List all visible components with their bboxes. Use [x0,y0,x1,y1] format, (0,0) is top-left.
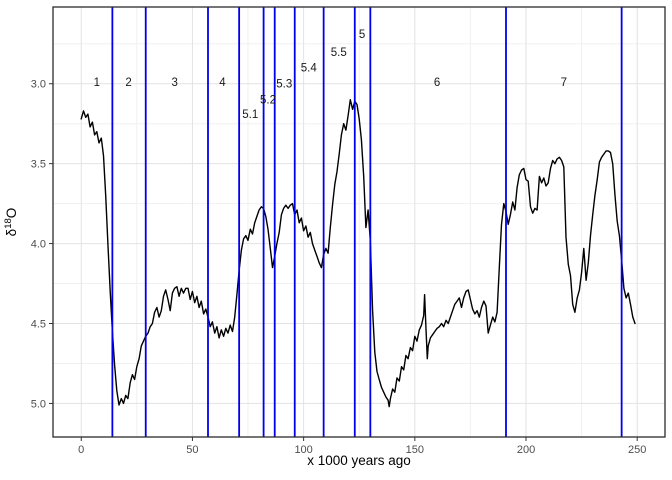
y-tick-label: 3.5 [31,159,46,171]
x-tick-label: 150 [406,444,424,456]
stage-label-5-3: 5.3 [276,79,292,91]
stage-label-7: 7 [561,77,567,89]
y-tick-label: 4.0 [31,239,46,251]
stage-label-6: 6 [434,77,440,89]
x-tick-label: 50 [186,444,198,456]
stage-label-3: 3 [171,77,177,89]
stage-label-1: 1 [94,77,100,89]
stage-label-5: 5 [359,29,365,41]
x-tick-label: 250 [628,444,646,456]
stage-label-5-4: 5.4 [301,63,318,75]
stage-label-5-5: 5.5 [331,47,347,59]
d18o-data-line [80,98,636,408]
stage-label-2: 2 [125,77,131,89]
x-tick-label: 0 [78,444,84,456]
y-title-superscript: 18 [3,218,14,229]
y-tick-label: 3.0 [31,79,46,91]
x-tick-label: 100 [294,444,312,456]
axes: 0 50 100 150 200 250 3.0 3.5 4.0 4.5 5.0 [31,79,647,456]
stage-label-5-2: 5.2 [260,95,276,107]
stage-label-4: 4 [219,77,226,89]
x-tick-label: 200 [517,444,535,456]
y-title-base: δ [4,229,19,237]
y-title-end: O [4,208,19,219]
panel-border [52,6,666,438]
y-tick-label: 4.5 [31,319,46,331]
y-axis-title: δ18O [3,208,19,237]
stage-label-5-1: 5.1 [242,109,258,121]
x-axis-title: x 1000 years ago [307,453,411,468]
plot-panel: 1 2 3 4 5.15.25.3 5.4 5.5 5 6 7 [52,6,666,438]
y-tick-label: 5.0 [31,398,46,410]
